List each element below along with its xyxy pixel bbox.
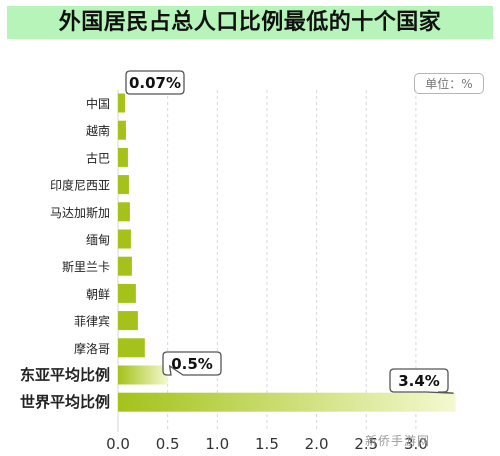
watermark: 新侨手游网 <box>365 434 431 448</box>
x-tick-label: 0.0 <box>106 435 130 453</box>
category-label: 马达加斯加 <box>50 206 110 220</box>
category-label: 斯里兰卡 <box>62 260 110 274</box>
chart-title: 外国居民占总人口比例最低的十个国家 <box>58 10 442 35</box>
title-background <box>7 6 493 39</box>
category-label: 菲律宾 <box>74 314 110 329</box>
category-label: 印度尼西亚 <box>50 178 110 193</box>
x-tick-label: 0.5 <box>156 435 180 453</box>
callout-box <box>125 70 185 95</box>
bar <box>118 392 456 412</box>
bar <box>118 283 136 303</box>
bar <box>118 338 145 358</box>
x-tick-label: 2.5 <box>354 435 378 453</box>
value-callout: 3.4% <box>389 368 454 394</box>
value-callout: 0.5% <box>162 351 222 376</box>
bar <box>118 202 130 222</box>
bar <box>118 120 126 140</box>
bar <box>118 256 132 276</box>
category-label: 朝鲜 <box>86 287 110 301</box>
category-label: 越南 <box>86 123 110 138</box>
bar <box>118 147 128 167</box>
value-callout: 0.07% <box>125 70 185 95</box>
bar <box>118 175 129 195</box>
category-label: 摩洛哥 <box>74 341 110 356</box>
category-label: 中国 <box>86 96 110 111</box>
x-tick-label: 1.0 <box>205 435 229 453</box>
x-tick-label: 3.0 <box>404 435 428 453</box>
x-tick-label: 1.5 <box>255 435 279 453</box>
callout-value-label: 0.5% <box>171 355 213 373</box>
bar <box>118 365 168 385</box>
callout-value-label: 3.4% <box>398 372 440 390</box>
callout-box <box>162 351 222 376</box>
x-tick-label: 2.0 <box>305 435 329 453</box>
unit-badge: 单位：% <box>414 73 484 94</box>
callout-box <box>389 368 454 394</box>
category-label: 东亚平均比例 <box>20 366 110 384</box>
callout-value-label: 0.07% <box>129 74 181 92</box>
bar <box>118 229 131 249</box>
bar <box>118 93 125 113</box>
category-label: 世界平均比例 <box>20 393 110 411</box>
category-label: 缅甸 <box>86 233 110 247</box>
category-label: 古巴 <box>86 150 110 165</box>
bar <box>118 311 138 331</box>
